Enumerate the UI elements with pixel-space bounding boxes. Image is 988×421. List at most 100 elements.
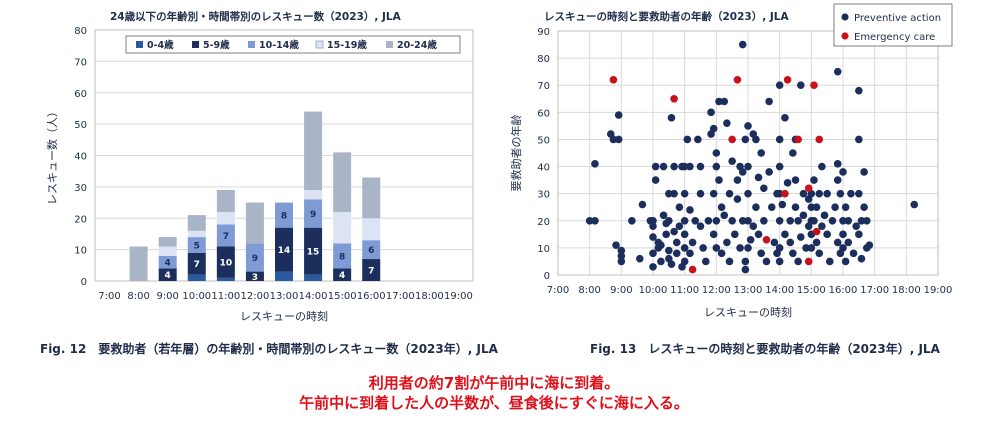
- bar-segment: [187, 252, 206, 275]
- scatter-point: [733, 176, 742, 184]
- y-tick-label: 50: [74, 120, 87, 131]
- bar-data-label: 7: [223, 232, 229, 242]
- scatter-point: [617, 246, 626, 255]
- legend-label: 0-4歳: [147, 39, 174, 51]
- scatter-point: [738, 168, 747, 176]
- scatter-point: [612, 241, 620, 249]
- scatter-point: [665, 246, 673, 255]
- stacked-bar-chart-panel: 24歳以下の年齢別・時間帯別のレスキュー数（2023）, JLA 0 10 20 30 4…: [0, 0, 494, 340]
- scatter-point: [614, 135, 623, 144]
- scatter-point: [752, 203, 760, 212]
- scatter-point: [833, 238, 842, 247]
- scatter-point: [675, 222, 684, 230]
- bar-data-label: 8: [281, 212, 287, 222]
- bar-segment: [362, 218, 381, 241]
- scatter-point: [812, 238, 821, 247]
- scatter-point: [839, 168, 847, 176]
- scatter-point: [791, 176, 800, 184]
- legend-marker: [841, 32, 849, 40]
- scatter-point: [818, 222, 826, 230]
- scatter-point: [857, 216, 866, 225]
- plot-area-border: [557, 30, 939, 276]
- bar-segment: [245, 243, 264, 272]
- scatter-point: [799, 211, 808, 220]
- bar-segment: [216, 190, 235, 212]
- scatter-point: [815, 249, 824, 258]
- scatter-point: [807, 203, 816, 212]
- bar-segment: [304, 190, 323, 200]
- y-tick-label: 50: [537, 135, 550, 146]
- scatter-point: [786, 238, 795, 247]
- scatter-point: [775, 189, 784, 198]
- scatter-point: [844, 216, 853, 225]
- scatter-point: [815, 189, 824, 198]
- scatter-point: [744, 244, 752, 252]
- scatter-point: [762, 257, 771, 266]
- scatter-point: [862, 216, 871, 225]
- bar-segment: [333, 152, 352, 212]
- stacked-bar-chart: 24歳以下の年齢別・時間帯別のレスキュー数（2023）, JLA 0 10 20 30 4…: [46, 10, 474, 323]
- chart-legend: Preventive action Emergency care: [833, 3, 953, 47]
- bar-segment: [245, 202, 264, 244]
- scatter-point: [717, 249, 726, 258]
- scatter-point: [749, 222, 758, 230]
- scatter-point: [649, 263, 657, 271]
- scatter-point: [833, 160, 842, 168]
- x-tick-label: 13:00: [270, 291, 299, 302]
- scatter-point: [680, 230, 689, 239]
- scatter-point: [783, 76, 792, 84]
- x-tick-label: 16:00: [829, 285, 858, 296]
- scatter-point: [757, 249, 765, 258]
- x-tick-label: 14:00: [299, 291, 328, 302]
- y-tick-label: 80: [74, 26, 87, 37]
- scatter-point: [699, 244, 707, 252]
- scatter-point: [657, 257, 665, 266]
- scatter-point: [665, 189, 673, 198]
- scatter-point: [810, 81, 818, 90]
- scatter-point: [857, 254, 866, 263]
- scatter-point: [855, 86, 863, 95]
- scatter-point: [670, 162, 678, 171]
- y-tick-label: 70: [74, 57, 87, 68]
- bar-data-label: 4: [165, 271, 171, 281]
- scatter-point: [754, 230, 763, 239]
- scatter-point: [760, 184, 768, 193]
- legend-swatch: [386, 41, 393, 48]
- x-tick-label: 19:00: [924, 285, 953, 296]
- scatter-point: [728, 135, 736, 144]
- scatter-point: [833, 176, 842, 184]
- scatter-point: [826, 257, 834, 266]
- legend-label: 20-24歳: [397, 39, 437, 51]
- scatter-point: [638, 200, 647, 209]
- scatter-point: [701, 257, 710, 266]
- scatter-point: [649, 216, 657, 225]
- scatter-point: [657, 241, 665, 249]
- scatter-point: [760, 216, 768, 225]
- x-tick-label: 16:00: [357, 291, 386, 302]
- y-tick-label: 20: [537, 217, 550, 228]
- scatter-point: [794, 257, 802, 266]
- scatter-point: [715, 176, 723, 184]
- scatter-point: [670, 227, 678, 236]
- bar-segment: [304, 227, 323, 275]
- x-tick-label: 15:00: [328, 291, 357, 302]
- x-tick-label: 9:00: [610, 285, 632, 296]
- scatter-point: [733, 195, 742, 203]
- legend-label: 15-19歳: [327, 39, 367, 51]
- scatter-point: [823, 189, 831, 198]
- scatter-point: [728, 216, 736, 225]
- scatter-point: [744, 162, 752, 171]
- scatter-point: [725, 257, 734, 266]
- scatter-point: [799, 189, 808, 198]
- scatter-point: [841, 203, 850, 212]
- scatter-point: [812, 203, 821, 212]
- x-tick-label: 11:00: [211, 291, 240, 302]
- scatter-point: [670, 189, 678, 198]
- scatter-point: [696, 162, 705, 171]
- scatter-point: [617, 252, 626, 260]
- scatter-point: [691, 216, 700, 225]
- y-tick-label: 0: [544, 271, 550, 282]
- scatter-point: [775, 257, 784, 266]
- scatter-point: [765, 97, 773, 106]
- legend-label: 10-14歳: [259, 39, 299, 51]
